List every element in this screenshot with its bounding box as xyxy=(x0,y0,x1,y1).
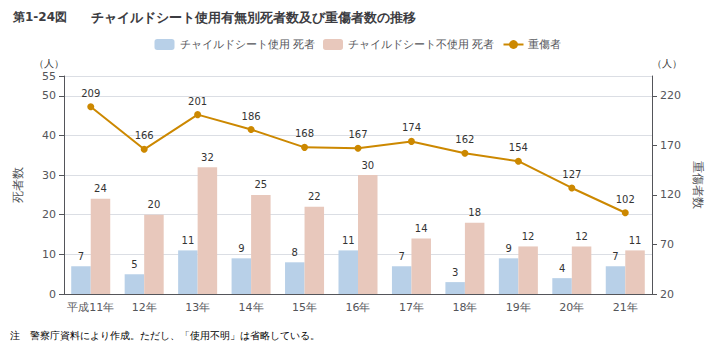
svg-text:50: 50 xyxy=(42,89,56,102)
svg-text:70: 70 xyxy=(660,238,674,251)
svg-text:9: 9 xyxy=(238,243,244,254)
svg-text:167: 167 xyxy=(348,129,367,140)
svg-text:32: 32 xyxy=(201,152,214,163)
svg-text:18年: 18年 xyxy=(452,301,477,314)
svg-text:18: 18 xyxy=(468,207,481,218)
svg-text:重傷者: 重傷者 xyxy=(528,38,561,51)
svg-text:209: 209 xyxy=(81,88,100,99)
svg-text:30: 30 xyxy=(361,160,374,171)
svg-text:11: 11 xyxy=(342,235,355,246)
svg-text:チャイルドシート不使用 死者: チャイルドシート不使用 死者 xyxy=(348,38,495,51)
svg-text:3: 3 xyxy=(452,267,458,278)
svg-text:7: 7 xyxy=(399,251,405,262)
svg-text:55: 55 xyxy=(42,70,56,83)
svg-text:166: 166 xyxy=(135,130,154,141)
svg-text:24: 24 xyxy=(94,183,107,194)
svg-text:8: 8 xyxy=(292,247,298,258)
svg-text:（人）: （人） xyxy=(34,58,64,69)
svg-text:死者数: 死者数 xyxy=(11,167,25,203)
svg-text:16年: 16年 xyxy=(346,301,371,314)
svg-text:チャイルドシート使用 死者: チャイルドシート使用 死者 xyxy=(180,38,316,51)
svg-text:12: 12 xyxy=(575,231,588,242)
svg-text:5: 5 xyxy=(131,259,137,270)
svg-text:174: 174 xyxy=(402,122,421,133)
svg-text:19年: 19年 xyxy=(506,301,531,314)
svg-text:注 警察庁資料により作成。ただし、「使用不明」は省略している: 注 警察庁資料により作成。ただし、「使用不明」は省略している。 xyxy=(10,330,320,341)
svg-text:40: 40 xyxy=(42,129,56,142)
svg-text:9: 9 xyxy=(505,243,511,254)
svg-text:17年: 17年 xyxy=(399,301,424,314)
svg-text:7: 7 xyxy=(78,251,84,262)
svg-text:4: 4 xyxy=(559,263,565,274)
svg-text:15年: 15年 xyxy=(292,301,317,314)
svg-text:20年: 20年 xyxy=(559,301,584,314)
svg-text:168: 168 xyxy=(295,128,314,139)
svg-text:127: 127 xyxy=(562,169,581,180)
svg-text:11: 11 xyxy=(629,235,642,246)
svg-text:102: 102 xyxy=(616,194,635,205)
svg-text:21年: 21年 xyxy=(613,301,638,314)
svg-text:13年: 13年 xyxy=(185,301,210,314)
svg-text:14年: 14年 xyxy=(239,301,264,314)
svg-text:0: 0 xyxy=(49,288,56,301)
svg-text:120: 120 xyxy=(660,188,681,201)
svg-text:12: 12 xyxy=(522,231,535,242)
svg-text:（人）: （人） xyxy=(652,58,682,69)
svg-text:201: 201 xyxy=(188,96,207,107)
svg-text:第1-24図: 第1-24図 xyxy=(12,10,67,24)
svg-text:重傷者数: 重傷者数 xyxy=(691,161,705,209)
svg-text:25: 25 xyxy=(254,179,267,190)
svg-text:11: 11 xyxy=(182,235,195,246)
svg-text:チャイルドシート使用有無別死者数及び重傷者数の推移: チャイルドシート使用有無別死者数及び重傷者数の推移 xyxy=(91,10,416,25)
svg-text:162: 162 xyxy=(455,134,474,145)
svg-text:20: 20 xyxy=(148,199,161,210)
svg-text:20: 20 xyxy=(660,288,674,301)
svg-text:220: 220 xyxy=(660,89,681,102)
svg-text:10: 10 xyxy=(42,248,56,261)
svg-text:平成11年: 平成11年 xyxy=(67,301,114,314)
svg-text:30: 30 xyxy=(42,169,56,182)
svg-text:22: 22 xyxy=(308,191,321,202)
svg-text:20: 20 xyxy=(42,208,56,221)
svg-text:170: 170 xyxy=(660,139,681,152)
svg-text:7: 7 xyxy=(612,251,618,262)
svg-text:12年: 12年 xyxy=(132,301,157,314)
svg-text:186: 186 xyxy=(242,111,261,122)
svg-text:14: 14 xyxy=(415,223,428,234)
svg-text:154: 154 xyxy=(509,142,528,153)
